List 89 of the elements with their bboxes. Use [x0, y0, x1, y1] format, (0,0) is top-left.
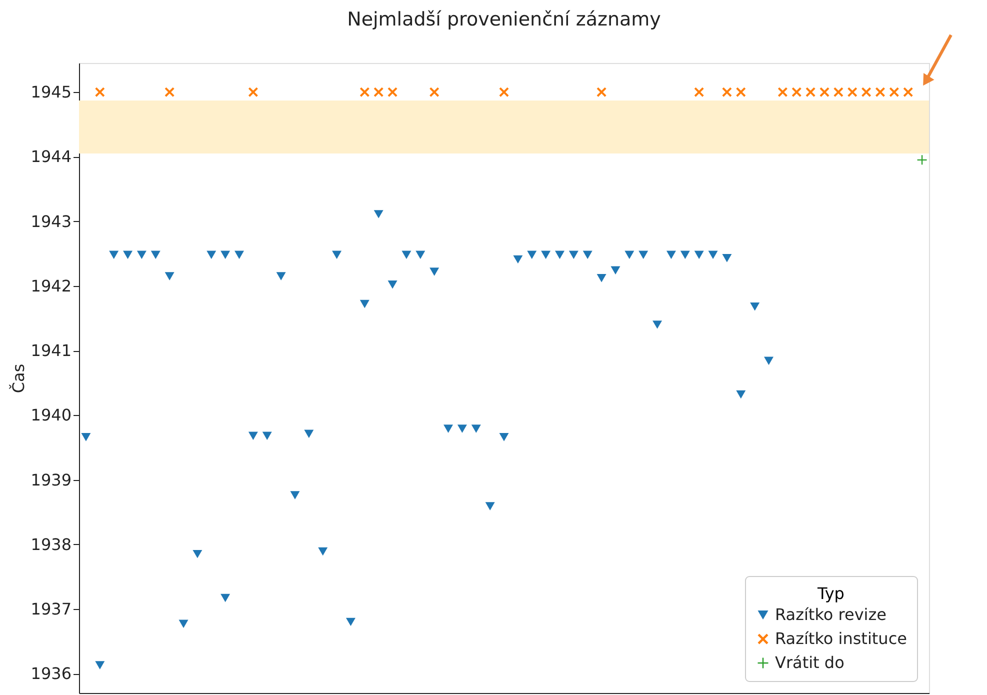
point [541, 250, 551, 260]
point [109, 250, 119, 260]
point [416, 250, 426, 260]
legend-label: Vrátit do [775, 653, 844, 672]
y-axis-title: Čas [8, 364, 28, 394]
y-tick-label: 1940 [30, 406, 72, 425]
point [582, 250, 592, 260]
point [499, 87, 509, 97]
y-tick-label: 1937 [30, 600, 72, 618]
point [722, 87, 732, 97]
point [806, 87, 816, 97]
point [360, 87, 370, 97]
point [485, 502, 495, 510]
legend-label: Razítko revize [775, 605, 886, 624]
point [430, 268, 440, 276]
point [792, 87, 802, 97]
point [402, 250, 412, 260]
point [568, 250, 578, 260]
y-tick-label: 1942 [30, 276, 72, 296]
point [304, 430, 314, 438]
point [276, 272, 286, 280]
point [95, 661, 105, 670]
point [248, 87, 258, 97]
point [736, 87, 746, 97]
point [81, 433, 91, 442]
point [374, 210, 384, 218]
y-tick-label: 1936 [30, 664, 72, 684]
point [164, 87, 174, 97]
point [889, 87, 899, 97]
point [262, 432, 272, 440]
point [736, 390, 746, 399]
point [192, 550, 202, 558]
point [680, 250, 690, 260]
chart-title: Nejmladší provenienční záznamy [347, 8, 661, 30]
point [388, 87, 398, 97]
point [178, 620, 188, 628]
point [596, 87, 606, 97]
y-tick-label: 1941 [30, 341, 72, 360]
point [471, 424, 481, 433]
point [820, 87, 830, 97]
point [903, 87, 913, 97]
point [318, 547, 328, 556]
point [750, 302, 760, 311]
point [554, 250, 564, 260]
point [694, 250, 704, 260]
point [332, 250, 342, 260]
y-tick-label: 1943 [30, 212, 72, 231]
point [499, 433, 509, 442]
point [862, 87, 872, 97]
legend-title: Typ [816, 584, 844, 603]
point [875, 87, 885, 97]
point [95, 87, 105, 97]
point [206, 250, 216, 260]
point [513, 255, 523, 264]
point [123, 250, 133, 260]
point [346, 618, 356, 626]
point [248, 432, 258, 440]
point [444, 424, 454, 433]
point [834, 87, 844, 97]
point [624, 250, 634, 260]
point [234, 250, 244, 260]
point [610, 266, 620, 275]
point [778, 87, 788, 97]
point [360, 300, 370, 308]
point [666, 250, 676, 260]
y-tick-label: 1945 [30, 82, 72, 102]
point [708, 250, 718, 260]
point [652, 320, 662, 329]
point [388, 280, 398, 289]
point [764, 356, 774, 365]
point [430, 87, 440, 97]
point [694, 87, 704, 97]
point [290, 491, 300, 500]
point [220, 594, 230, 602]
point [848, 87, 858, 97]
point [596, 274, 606, 282]
point [722, 254, 732, 262]
point [527, 250, 537, 260]
point [136, 250, 146, 260]
y-tick-label: 1939 [30, 470, 72, 490]
point [638, 250, 648, 260]
point [150, 250, 160, 260]
point [374, 87, 384, 97]
point [457, 424, 467, 433]
point [220, 250, 230, 260]
legend-label: Razítko instituce [775, 629, 907, 648]
y-tick-label: 1938 [30, 534, 72, 554]
point [164, 272, 174, 280]
y-tick-label: 1944 [30, 147, 72, 166]
